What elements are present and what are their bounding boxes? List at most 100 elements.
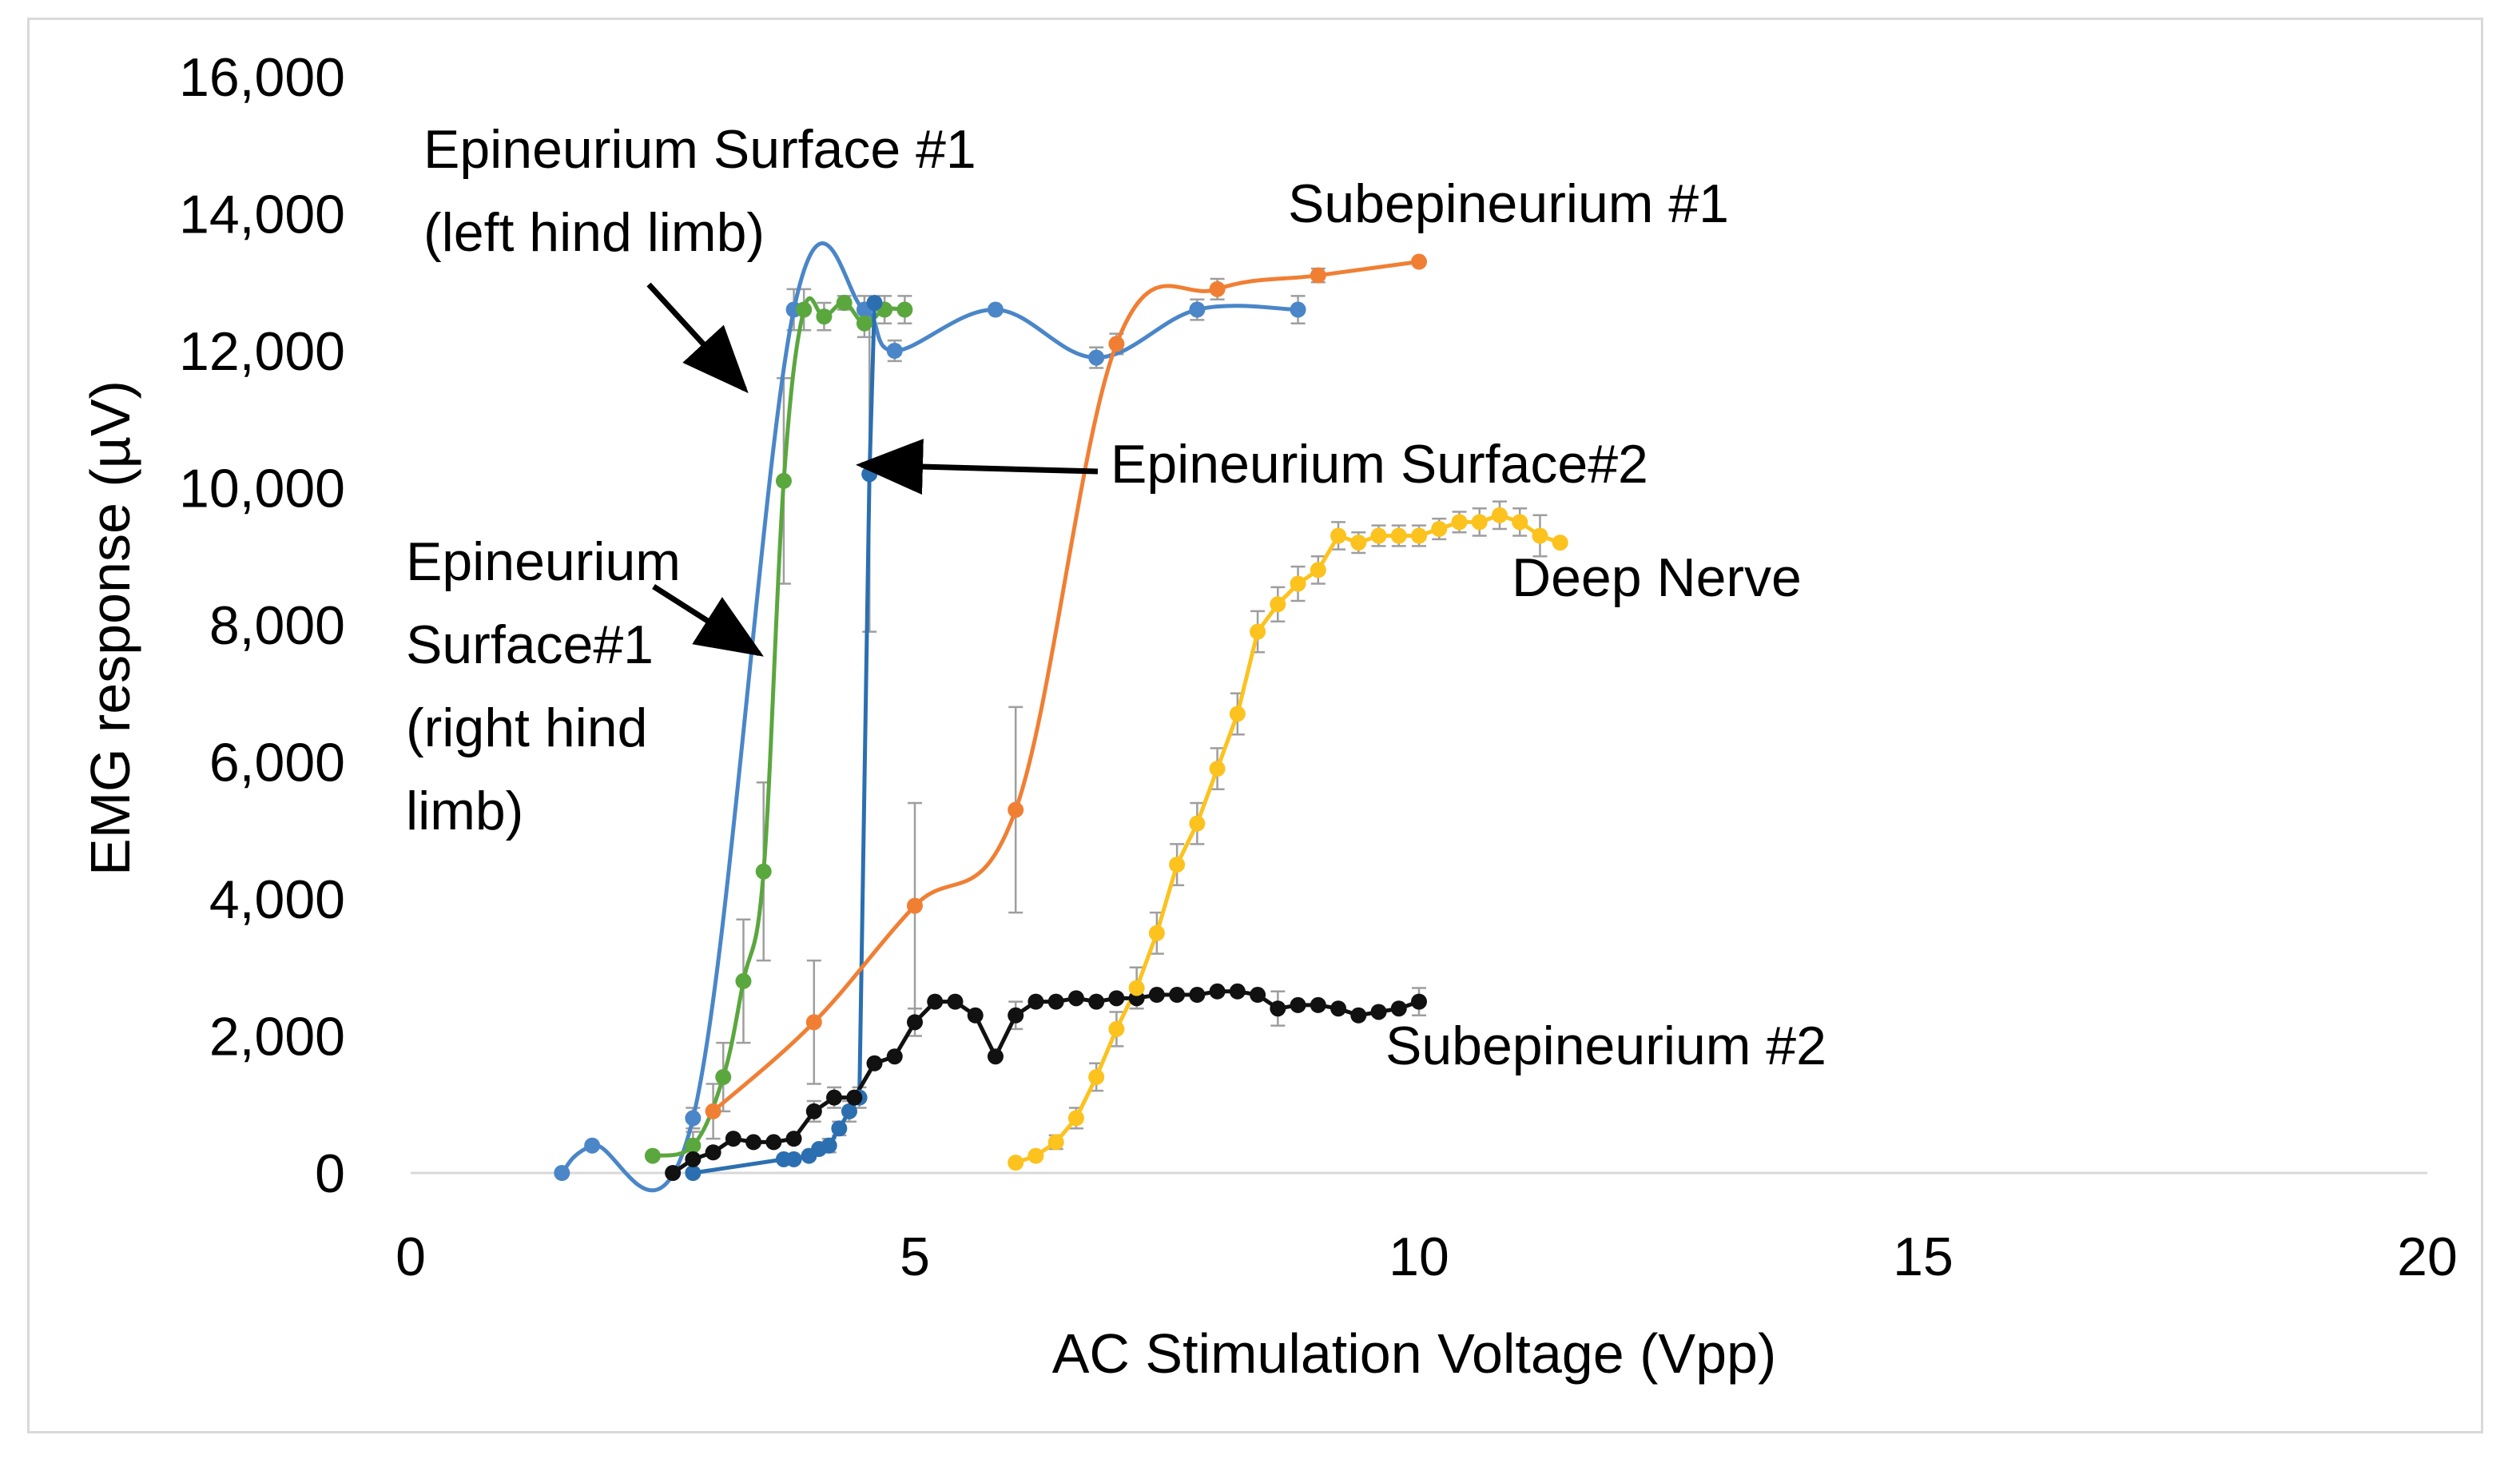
- series-3-point: [1108, 336, 1125, 352]
- series-5-point: [1370, 527, 1387, 544]
- series-4-point: [1310, 996, 1326, 1013]
- annotation-3: Subepineurium #1: [1288, 173, 1729, 234]
- series-5-point: [1008, 1155, 1024, 1171]
- series-4-point: [967, 1007, 984, 1024]
- series-4-point: [1250, 987, 1266, 1004]
- annotation-text-line: Deep Nerve: [1512, 547, 1802, 608]
- series-2-point: [785, 1151, 802, 1167]
- series-5-point: [1350, 535, 1367, 551]
- series-5-point: [1067, 1110, 1084, 1127]
- axes-group: 0 2,000 4,000 6,000 8,000 10,000 12,000 14,000 1…: [179, 47, 2458, 1287]
- series-5-point: [1250, 623, 1266, 640]
- series-3-point: [1008, 801, 1024, 818]
- series-3-point: [1209, 280, 1226, 297]
- annotations-group: Epineurium Surface #1(left hind limb)Epi…: [406, 119, 1826, 1076]
- annotation-arrow: [646, 282, 749, 394]
- series-0-point: [1088, 349, 1105, 366]
- series-4-point: [805, 1103, 822, 1119]
- series-5-point: [1390, 527, 1407, 544]
- x-tick-label: 5: [900, 1226, 930, 1287]
- series-4-point: [1047, 993, 1064, 1010]
- series-2-point: [841, 1103, 857, 1119]
- series-4-point: [1027, 993, 1044, 1010]
- series-0-point: [685, 1110, 702, 1127]
- series-4-point: [1008, 1007, 1024, 1024]
- annotation-text-line: Subepineurium #1: [1288, 173, 1729, 234]
- series-4-point: [1290, 996, 1306, 1013]
- series-4-point: [1229, 983, 1246, 1000]
- series-1-point: [685, 1137, 702, 1154]
- y-tick-label: 12,000: [179, 321, 345, 382]
- y-tick-label: 10,000: [179, 459, 345, 519]
- series-0-point: [987, 301, 1004, 318]
- series-4-line: [671, 989, 1420, 1175]
- series-4-point: [846, 1089, 863, 1106]
- series-4-point: [1209, 983, 1226, 1000]
- annotation-text-line: limb): [406, 781, 523, 841]
- x-tick-label: 10: [1389, 1226, 1449, 1287]
- series-3-point: [705, 1103, 721, 1119]
- series-5-point: [1411, 527, 1427, 544]
- series-4-point: [665, 1165, 682, 1181]
- series-4-point: [765, 1134, 782, 1151]
- y-tick-label: 6,000: [209, 733, 345, 793]
- y-tick-label: 0: [315, 1143, 345, 1204]
- annotation-2: Epineurium Surface#2: [856, 434, 1648, 495]
- series-4-point: [886, 1048, 903, 1065]
- series-5-point: [1108, 1020, 1125, 1037]
- series-1-point: [896, 301, 913, 318]
- series-4-point: [1330, 1000, 1347, 1017]
- series-3-point: [1411, 253, 1427, 270]
- series-1-line: [652, 296, 905, 1159]
- y-tick-label: 14,000: [179, 185, 345, 245]
- series-1-point: [715, 1068, 732, 1085]
- series-3-point: [1310, 267, 1326, 284]
- y-tick-label: 2,000: [209, 1007, 345, 1067]
- series-4-point: [785, 1131, 802, 1147]
- series-2-point: [861, 466, 878, 483]
- annotation-1: Epineurium Surface#1 (right hind limb): [406, 531, 764, 841]
- series-3-point: [805, 1014, 822, 1031]
- series-3-line: [711, 260, 1420, 1113]
- axis-labels-group: AC Stimulation Voltage (Vpp) EMG respons…: [79, 380, 1776, 1385]
- series-5-point: [1491, 507, 1508, 523]
- series-0-point: [554, 1165, 570, 1181]
- series-4-point: [705, 1144, 721, 1161]
- annotation-text-line: Surface#1: [406, 614, 654, 675]
- series-5-point: [1047, 1134, 1064, 1151]
- series-4-point: [1350, 1007, 1367, 1024]
- series-5-point: [1088, 1068, 1105, 1085]
- annotation-arrow: [652, 584, 764, 657]
- series-5-point: [1330, 527, 1347, 544]
- annotation-text-line: Subepineurium #2: [1385, 1016, 1826, 1076]
- series-4-point: [1270, 1000, 1286, 1017]
- series-5-point: [1270, 596, 1286, 613]
- y-tick-label: 16,000: [179, 47, 345, 108]
- series-4-point: [927, 993, 944, 1010]
- series-1-point: [735, 972, 752, 989]
- y-tick-label: 4,000: [209, 869, 345, 930]
- series-4-point: [685, 1151, 702, 1167]
- series-2-point: [866, 294, 883, 311]
- series-4-point: [1390, 1000, 1407, 1017]
- series-5-point: [1431, 520, 1448, 537]
- series-1-point: [644, 1147, 661, 1164]
- series-4-point: [866, 1055, 883, 1071]
- series-0-line: [560, 241, 1298, 1193]
- series-4-point: [1411, 993, 1427, 1010]
- series-5-point: [1128, 980, 1145, 996]
- series-1-point: [816, 308, 833, 325]
- series-5-point: [1290, 575, 1306, 592]
- series-0-point: [1290, 301, 1306, 318]
- series-5-line: [1015, 513, 1561, 1165]
- series-5-point: [1451, 514, 1468, 531]
- series-4-point: [1067, 990, 1084, 1007]
- series-5-point: [1169, 857, 1186, 873]
- annotation-text-line: (left hind limb): [423, 202, 765, 263]
- series-0-point: [886, 343, 903, 359]
- series-4-point: [745, 1134, 762, 1151]
- series-5-point: [1027, 1147, 1044, 1164]
- series-4-point: [1169, 987, 1186, 1004]
- series-4-point: [1148, 987, 1165, 1004]
- series-5-point: [1512, 514, 1528, 531]
